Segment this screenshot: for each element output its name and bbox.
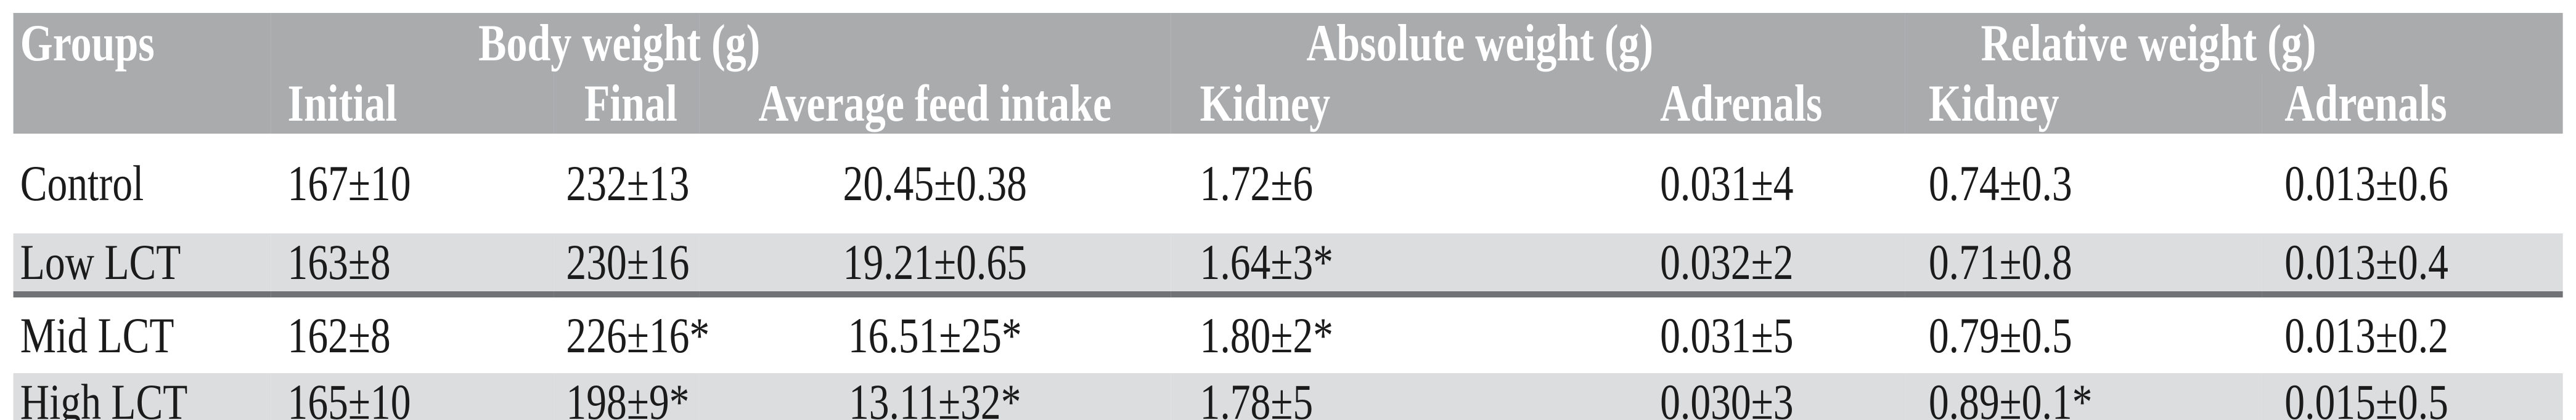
cell-relative-kidney: 0.89±0.1*: [1905, 373, 2262, 420]
cell-avg-feed-intake: 19.21±0.65: [699, 233, 1171, 297]
cell-absolute-adrenals: 0.031±4: [1660, 155, 1794, 211]
cell-initial: 163±8: [271, 233, 554, 297]
cell-avg-feed-intake: 16.51±25*: [848, 307, 1022, 363]
cell-absolute-adrenals: 0.032±2: [1640, 233, 1905, 297]
cell-relative-kidney: 0.71±0.8: [1905, 233, 2262, 297]
cell-initial: 162±8: [287, 307, 391, 363]
col-header-relative-kidney: Kidney: [1905, 73, 2262, 134]
col-header-initial: Initial: [271, 73, 554, 134]
row-label: Low LCT: [13, 233, 271, 297]
table-row-high-lct: High LCT 165±10 198±9* 13.11±32* 1.78±5 …: [13, 373, 2563, 420]
col-header-absolute-adrenals: Adrenals: [1640, 73, 1905, 134]
sub-header-row: Initial Final Average feed intake Kidney…: [13, 73, 2563, 134]
cell-relative-kidney: 0.79±0.5: [1928, 307, 2072, 363]
col-header-groups: Groups: [13, 13, 271, 73]
cell-relative-adrenals: 0.015±0.5: [2262, 373, 2563, 420]
cell-final: 226±16*: [566, 307, 710, 363]
group-header-relative-weight: Relative weight (g): [1905, 13, 2563, 73]
cell-final: 230±16: [554, 233, 700, 297]
cell-absolute-adrenals: 0.030±3: [1640, 373, 1905, 420]
cell-relative-adrenals: 0.013±0.4: [2262, 233, 2563, 297]
table-header: Groups Body weight (g) Absolute weight (…: [13, 13, 2563, 134]
row-label: Mid LCT: [20, 307, 174, 363]
cell-absolute-kidney: 1.78±5: [1171, 373, 1640, 420]
group-header-row: Groups Body weight (g) Absolute weight (…: [13, 13, 2563, 73]
col-header-relative-adrenals: Adrenals: [2262, 73, 2563, 134]
row-label: High LCT: [13, 373, 271, 420]
col-header-final: Final: [554, 73, 700, 134]
cell-final: 232±13: [566, 155, 690, 211]
col-header-avg-feed-intake: Average feed intake: [699, 73, 1171, 134]
table-container: Groups Body weight (g) Absolute weight (…: [13, 13, 2563, 420]
cell-relative-kidney: 0.74±0.3: [1928, 155, 2072, 211]
cell-relative-adrenals: 0.013±0.6: [2284, 155, 2448, 211]
cell-absolute-kidney: 1.72±6: [1200, 155, 1314, 211]
cell-absolute-kidney: 1.80±2*: [1200, 307, 1333, 363]
cell-initial: 167±10: [287, 155, 411, 211]
table-body: Control 167±10 232±13 20.45±0.38 1.72±6 …: [13, 134, 2563, 420]
group-header-absolute-weight: Absolute weight (g): [1171, 13, 1905, 73]
group-header-spacer: [699, 13, 1171, 73]
cell-absolute-kidney: 1.64±3*: [1171, 233, 1640, 297]
cell-relative-adrenals: 0.013±0.2: [2284, 307, 2448, 363]
row-label: Control: [20, 155, 144, 211]
col-header-absolute-kidney: Kidney: [1171, 73, 1640, 134]
cell-avg-feed-intake: 20.45±0.38: [843, 155, 1027, 211]
group-header-body-weight: Body weight (g): [271, 13, 760, 73]
cell-absolute-adrenals: 0.031±5: [1660, 307, 1794, 363]
cell-avg-feed-intake: 13.11±32*: [699, 373, 1171, 420]
cell-initial: 165±10: [271, 373, 554, 420]
sub-header-spacer: [13, 73, 271, 134]
results-table: Groups Body weight (g) Absolute weight (…: [13, 13, 2563, 420]
table-row-mid-lct: Mid LCT 162±8 226±16* 16.51±25* 1.80±2* …: [14, 294, 2563, 373]
cell-final: 198±9*: [554, 373, 700, 420]
table-row-low-lct: Low LCT 163±8 230±16 19.21±0.65 1.64±3* …: [13, 233, 2563, 297]
table-row-control: Control 167±10 232±13 20.45±0.38 1.72±6 …: [14, 134, 2563, 233]
